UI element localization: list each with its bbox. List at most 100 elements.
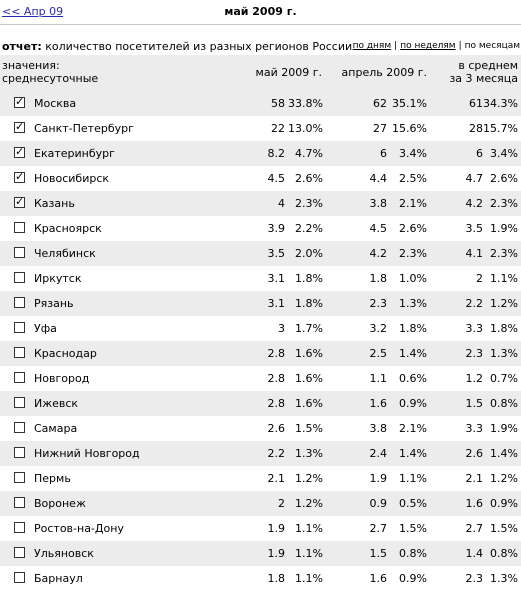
percent-avg: 1.9% — [490, 222, 518, 235]
value-april: 3.2 — [369, 322, 388, 335]
region-checkbox[interactable] — [14, 472, 25, 483]
value-avg: 6 — [476, 147, 483, 160]
region-name: Пермь — [34, 472, 71, 485]
region-name: Воронеж — [34, 497, 86, 510]
region-checkbox[interactable] — [14, 195, 25, 208]
value-april: 2.3 — [369, 297, 388, 310]
percent-may: 1.6% — [295, 372, 323, 385]
region-checkbox[interactable] — [14, 347, 25, 358]
percent-avg: 1.8% — [490, 322, 518, 335]
region-checkbox[interactable] — [14, 222, 25, 233]
percent-april: 0.5% — [399, 497, 427, 510]
table-row: Рязань 3.1 1.8% 2.3 1.3% 2.2 1.2% — [0, 291, 521, 316]
percent-april: 0.9% — [399, 397, 427, 410]
value-april: 4.2 — [369, 247, 388, 260]
percent-may: 1.6% — [295, 397, 323, 410]
region-name: Ульяновск — [34, 547, 94, 560]
percent-april: 1.4% — [399, 447, 427, 460]
value-may: 3.9 — [267, 222, 286, 235]
report-prefix: отчет: — [2, 40, 42, 53]
value-avg: 1.5 — [465, 397, 484, 410]
table-row: Челябинск 3.5 2.0% 4.2 2.3% 4.1 2.3% — [0, 241, 521, 266]
region-name: Новосибирск — [34, 172, 110, 185]
value-may: 22 — [271, 122, 285, 135]
region-checkbox[interactable] — [14, 397, 25, 408]
value-april: 27 — [373, 122, 387, 135]
region-checkbox[interactable] — [14, 372, 25, 383]
period-by-day-link[interactable]: по дням — [352, 41, 392, 51]
percent-april: 2.3% — [399, 247, 427, 260]
value-avg: 2.7 — [465, 522, 484, 535]
table-row: Ростов-на-Дону 1.9 1.1% 2.7 1.5% 2.7 1.5% — [0, 516, 521, 541]
region-checkbox[interactable] — [14, 497, 25, 508]
period-by-week-link[interactable]: по неделям — [400, 41, 456, 51]
region-checkbox[interactable] — [14, 572, 25, 583]
value-may: 8.2 — [267, 147, 286, 160]
month-title: май 2009 г. — [224, 5, 297, 18]
region-checkbox[interactable] — [14, 547, 25, 558]
percent-april: 2.6% — [399, 222, 427, 235]
percent-april: 0.9% — [399, 572, 427, 585]
percent-avg: 0.7% — [490, 372, 518, 385]
region-checkbox[interactable] — [14, 95, 25, 108]
value-may: 3.1 — [267, 272, 286, 285]
value-avg: 61 — [469, 97, 483, 110]
region-checkbox[interactable] — [14, 272, 25, 283]
value-april: 4.5 — [369, 222, 388, 235]
region-checkbox[interactable] — [14, 297, 25, 308]
percent-avg: 34.3% — [483, 97, 518, 110]
percent-avg: 1.2% — [490, 472, 518, 485]
percent-avg: 1.5% — [490, 522, 518, 535]
value-avg: 1.2 — [465, 372, 484, 385]
region-checkbox[interactable] — [14, 422, 25, 433]
value-avg: 2.6 — [465, 447, 484, 460]
column-header-avg-line2: за 3 месяца — [449, 72, 518, 85]
percent-avg: 1.3% — [490, 572, 518, 585]
region-checkbox[interactable] — [14, 247, 25, 258]
value-avg: 28 — [469, 122, 483, 135]
column-header-avg-3-months: в среднем за 3 месяца — [449, 59, 518, 85]
value-may: 2.1 — [267, 472, 286, 485]
percent-avg: 15.7% — [483, 122, 518, 135]
region-checkbox[interactable] — [14, 522, 25, 533]
table-row: Казань 4 2.3% 3.8 2.1% 4.2 2.3% — [0, 191, 521, 216]
percent-may: 1.8% — [295, 272, 323, 285]
percent-avg: 3.4% — [490, 147, 518, 160]
percent-may: 4.7% — [295, 147, 323, 160]
region-checkbox[interactable] — [14, 447, 25, 458]
percent-avg: 1.2% — [490, 297, 518, 310]
table-row: Красноярск 3.9 2.2% 4.5 2.6% 3.5 1.9% — [0, 216, 521, 241]
value-april: 1.1 — [369, 372, 388, 385]
value-april: 1.5 — [369, 547, 388, 560]
value-april: 4.4 — [369, 172, 388, 185]
region-checkbox[interactable] — [14, 170, 25, 183]
percent-april: 2.1% — [399, 422, 427, 435]
region-name: Красноярск — [34, 222, 102, 235]
value-april: 6 — [380, 147, 387, 160]
percent-april: 1.1% — [399, 472, 427, 485]
region-checkbox[interactable] — [14, 120, 25, 133]
percent-avg: 1.4% — [490, 447, 518, 460]
percent-avg: 0.9% — [490, 497, 518, 510]
values-label: значения: среднесуточные — [2, 59, 98, 85]
divider — [0, 24, 521, 25]
prev-month-link[interactable]: << Апр 09 — [2, 5, 64, 18]
percent-may: 1.7% — [295, 322, 323, 335]
percent-may: 2.3% — [295, 197, 323, 210]
region-checkbox[interactable] — [14, 322, 25, 333]
value-april: 1.8 — [369, 272, 388, 285]
percent-may: 1.1% — [295, 522, 323, 535]
table-row: Краснодар 2.8 1.6% 2.5 1.4% 2.3 1.3% — [0, 341, 521, 366]
table-row: Барнаул 1.8 1.1% 1.6 0.9% 2.3 1.3% — [0, 566, 521, 591]
percent-avg: 0.8% — [490, 397, 518, 410]
column-header-april: апрель 2009 г. — [341, 66, 427, 79]
percent-may: 1.3% — [295, 447, 323, 460]
percent-avg: 2.3% — [490, 247, 518, 260]
percent-avg: 2.3% — [490, 197, 518, 210]
report-description: количество посетителей из разных регионо… — [45, 40, 353, 53]
table-row: Пермь 2.1 1.2% 1.9 1.1% 2.1 1.2% — [0, 466, 521, 491]
value-may: 1.9 — [267, 522, 286, 535]
table-row: Новгород 2.8 1.6% 1.1 0.6% 1.2 0.7% — [0, 366, 521, 391]
region-checkbox[interactable] — [14, 145, 25, 158]
